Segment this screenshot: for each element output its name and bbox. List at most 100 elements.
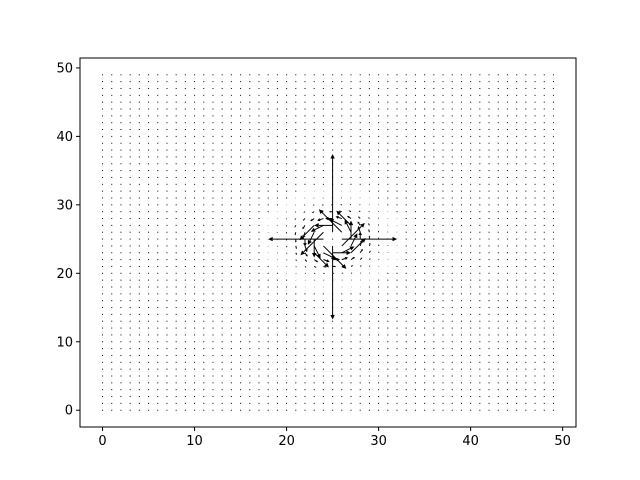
vector-arrow bbox=[405, 163, 407, 165]
vector-arrow bbox=[451, 252, 453, 254]
vector-arrow bbox=[396, 396, 398, 398]
vector-arrow bbox=[295, 293, 297, 295]
vector-arrow bbox=[525, 368, 527, 370]
vector-arrow bbox=[470, 368, 472, 370]
vector-arrow bbox=[488, 108, 490, 110]
vector-arrow bbox=[295, 129, 297, 131]
vector-arrow bbox=[157, 211, 159, 213]
vector-arrow bbox=[230, 307, 232, 309]
vector-arrow bbox=[460, 163, 462, 165]
vector-arrow bbox=[295, 135, 297, 137]
vector-arrow bbox=[230, 108, 232, 110]
vector-arrow bbox=[230, 320, 232, 322]
vector-arrow bbox=[368, 320, 370, 322]
vector-arrow bbox=[378, 170, 380, 172]
vector-arrow bbox=[543, 382, 545, 384]
vector-arrow bbox=[516, 382, 518, 384]
vector-arrow bbox=[120, 122, 122, 124]
vector-arrow bbox=[148, 293, 150, 295]
vector-arrow bbox=[230, 142, 232, 144]
vector-arrow bbox=[322, 115, 324, 117]
vector-arrow bbox=[335, 215, 342, 220]
vector-arrow bbox=[322, 375, 324, 377]
vector-arrow bbox=[350, 156, 352, 158]
vector-arrow bbox=[175, 101, 177, 103]
vector-arrow bbox=[433, 156, 435, 158]
vector-arrow bbox=[221, 94, 223, 96]
vector-arrow bbox=[516, 129, 518, 131]
vector-arrow bbox=[414, 245, 416, 247]
vector-arrow bbox=[506, 163, 508, 165]
vector-arrow bbox=[148, 218, 150, 220]
vector-arrow bbox=[286, 170, 288, 172]
vector-arrow bbox=[344, 219, 352, 233]
vector-arrow bbox=[350, 382, 352, 384]
vector-arrow bbox=[276, 375, 278, 377]
vector-arrow bbox=[212, 348, 214, 350]
vector-arrow bbox=[442, 204, 444, 206]
vector-arrow bbox=[129, 334, 131, 336]
vector-arrow bbox=[424, 334, 426, 336]
vector-arrow bbox=[184, 368, 186, 370]
vector-arrow bbox=[534, 197, 536, 199]
vector-arrow bbox=[534, 87, 536, 89]
vector-arrow bbox=[258, 259, 260, 261]
vector-arrow bbox=[460, 320, 462, 322]
vector-arrow bbox=[332, 402, 334, 404]
vector-arrow bbox=[304, 361, 306, 363]
vector-arrow bbox=[350, 341, 352, 343]
vector-arrow bbox=[102, 409, 104, 411]
vector-arrow bbox=[359, 122, 361, 124]
vector-arrow bbox=[552, 272, 554, 274]
vector-arrow bbox=[424, 252, 426, 254]
vector-arrow bbox=[433, 396, 435, 398]
vector-arrow bbox=[460, 87, 462, 89]
vector-arrow bbox=[488, 265, 490, 267]
vector-arrow bbox=[286, 334, 288, 336]
vector-arrow bbox=[230, 279, 232, 281]
vector-arrow bbox=[304, 368, 306, 370]
vector-arrow bbox=[506, 156, 508, 158]
vector-arrow bbox=[240, 327, 242, 329]
vector-arrow bbox=[267, 348, 269, 350]
vector-arrow bbox=[129, 327, 131, 329]
vector-arrow bbox=[470, 409, 472, 411]
vector-arrow bbox=[332, 341, 334, 343]
vector-arrow bbox=[479, 313, 481, 315]
vector-arrow bbox=[543, 327, 545, 329]
vector-arrow bbox=[286, 354, 288, 356]
vector-arrow bbox=[166, 293, 168, 295]
vector-arrow bbox=[276, 135, 278, 137]
vector-arrow bbox=[212, 409, 214, 411]
vector-arrow bbox=[286, 245, 288, 248]
vector-arrow bbox=[368, 108, 370, 110]
vector-arrow bbox=[166, 334, 168, 336]
vector-arrow bbox=[258, 149, 260, 151]
vector-arrow bbox=[249, 190, 251, 192]
vector-arrow bbox=[516, 245, 518, 247]
vector-arrow bbox=[322, 389, 324, 391]
vector-arrow bbox=[240, 409, 242, 411]
vector-arrow bbox=[304, 327, 306, 329]
vector-arrow bbox=[442, 176, 444, 178]
vector-arrow bbox=[442, 300, 444, 302]
vector-arrow bbox=[451, 94, 453, 96]
vector-arrow bbox=[166, 108, 168, 110]
vector-arrow bbox=[120, 402, 122, 404]
vector-arrow bbox=[138, 170, 140, 172]
vector-arrow bbox=[120, 409, 122, 411]
vector-arrow bbox=[414, 101, 416, 103]
vector-arrow bbox=[230, 389, 232, 391]
vector-arrow bbox=[414, 396, 416, 398]
vector-arrow bbox=[276, 204, 278, 206]
vector-arrow bbox=[184, 354, 186, 356]
vector-arrow bbox=[194, 396, 196, 398]
vector-arrow bbox=[479, 197, 481, 199]
vector-arrow bbox=[341, 115, 343, 117]
vector-arrow bbox=[157, 245, 159, 247]
vector-arrow bbox=[221, 272, 223, 274]
vector-arrow bbox=[286, 87, 288, 89]
vector-arrow bbox=[369, 265, 371, 267]
vector-arrow bbox=[194, 334, 196, 336]
vector-arrow bbox=[166, 354, 168, 356]
